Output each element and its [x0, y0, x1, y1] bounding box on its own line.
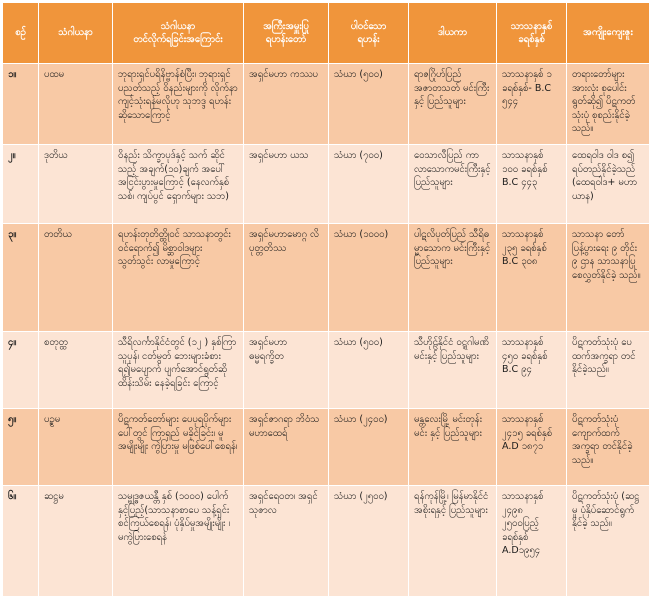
presiding-monk: အရှင်မဟာ ဓမ္မရက္ခိတ: [243, 331, 329, 409]
council-reason: ရဟန်းတုတိတ္ထိုဝင် သာသနာတွင်းဝင်ရောက်၍ မိ…: [112, 223, 244, 332]
table-row: ၆။ ဆဋ္ဌမ သမ္ဗုဒ္ဓဇယန္တီ နှစ် (၁၀၀၀) ပေါက…: [2, 485, 650, 597]
council-reason: သမ္ဗုဒ္ဓဇယန္တီ နှစ် (၁၀၀၀) ပေါက်နှင့်ပြည…: [112, 485, 244, 597]
table-row: ၁။ ပထမ ဘုရားရှင်ပရိနိဗ္ဗာန်စံပြီး၊ ဘုရား…: [2, 63, 650, 145]
monk-count: သံဃာ (၇၀၀): [328, 144, 409, 224]
row-number: ၆။: [2, 485, 39, 597]
table-row: ၃။ တတိယ ရဟန်းတုတိတ္ထိုဝင် သာသနာတွင်းဝင်ရ…: [2, 223, 650, 332]
council-reason: သီရိလင်္ကာနိုင်ငံတွင် (၁၂ ) နှစ်ကြာ သူပု…: [112, 331, 244, 409]
council-benefit: သာသနာ တော်ပြန့်ပွားရေး ၉ တိုင်း ၉ ဌာန သာ…: [566, 223, 650, 332]
donor: သီဟိုဠ်နိုင်ငံ ဝဋ္ဋဂါမဏိ မင်းနှင့် ပြည်သ…: [408, 331, 497, 409]
council-benefit: ပိဋကတ်သုံးပုံ ကျောက်ထက် အက္ခရာ တင်နိုင်ခ…: [566, 408, 650, 486]
council-year: သာသနာနှစ် ၄၅၀ ခရစ်နှစ် B.C ၉၄: [496, 331, 567, 409]
monk-count: သံဃာ (၅၀၀): [328, 63, 409, 145]
council-year: သာသနာနှစ် ၁၀၀ ခရစ်နှစ် B.C ၄၄၃: [496, 144, 567, 224]
presiding-monk: အရှင်မဟာ ကဿပ: [243, 63, 329, 145]
row-number: ၁။: [2, 63, 39, 145]
monk-count: သံဃာ (၁၀၀၀): [328, 223, 409, 332]
council-name: ပထမ: [38, 63, 113, 145]
council-name: တတိယ: [38, 223, 113, 332]
monk-count: သံဃာ (၂၄၀၀): [328, 408, 409, 486]
row-number: ၄။: [2, 331, 39, 409]
council-year: သာသနာနှစ် ၂၄၁၅ ခရစ်နှစ် A.D ၁၈၇၁: [496, 408, 567, 486]
council-benefit: ပိဋကတ်သုံးပုံ ပေထက်အက္ခရာ တင်နိုင်ခဲ့သည်…: [566, 331, 650, 409]
council-year: သာသနာနှစ် ၂၃၅ ခရစ်နှစ် B.C ၃၀၈: [496, 223, 567, 332]
council-benefit: တရားတော်များ အားလုံး စုပေါင်း ရွတ်ဆို၍ ပ…: [566, 63, 650, 145]
monk-count: သံဃာ (၅၀၀): [328, 331, 409, 409]
row-number: ၃။: [2, 223, 39, 332]
council-reason: ဘုရားရှင်ပရိနိဗ္ဗာန်စံပြီး၊ ဘုရားရှင်ပညတ…: [112, 63, 244, 145]
council-benefit: ပိဋကတ်သုံးပုံ (ဆဋ္ဌမူ ပုံနှိပ်ဆောင်ရွက်န…: [566, 485, 650, 597]
presiding-monk: အရှင်မဟာ ယသ: [243, 144, 329, 224]
monk-count: သံဃာ (၂၅၀၀): [328, 485, 409, 597]
presiding-monk: အရှင်ဇာဂရာ ဘိဝံသ မဟာထေရ်: [243, 408, 329, 486]
row-number: ၂။: [2, 144, 39, 224]
council-year: သာသနာနှစ် ၁ ခရစ်နှစ်- B.C ၅၄၄: [496, 63, 567, 145]
council-reason: ဝိနည်း သိက္ခာပုဒ်နှင့် သက် ဆိုင်သည့် အချ…: [112, 144, 244, 224]
row-number: ၅။: [2, 408, 39, 486]
header-participating-monks: ပါဝင်သော ရဟန်း: [328, 2, 409, 64]
donor: ရန်ကုန်မြို့၊ မြန်မာနိုင်ငံ အစိုးရနှင့် …: [408, 485, 497, 597]
donor: ဝေသာလီပြည် ကာလာသောကမင်းကြီးနှင့် ပြည်သူမ…: [408, 144, 497, 224]
council-name: ဒုတိယ: [38, 144, 113, 224]
council-year: သာသနာနှစ် ၂၄၉၈ ၂၅၀၀ပြည့် ခရစ်နှစ် A.D၁၉၅…: [496, 485, 567, 597]
header-reason: သံဂါယနာ တင်လိုက်ရခြင်းအကြောင်း: [112, 2, 244, 64]
table-row: ၅။ ပဉ္စမ ပိဋကတ်တော်များ ပေပုရပိုက်များပေ…: [2, 408, 650, 486]
council-name: ပဉ္စမ: [38, 408, 113, 486]
council-name: ဆဋ္ဌမ: [38, 485, 113, 597]
presiding-monk: အရှင်ရေဝတ၊ အရှင်သုဇာလ: [243, 485, 329, 597]
header-row: စဉ် သံဂါယနာ သံဂါယနာ တင်လိုက်ရခြင်းအကြောင…: [2, 2, 650, 64]
council-reason: ပိဋကတ်တော်များ ပေပုရပိုက်များပေါ်တွင် ကြ…: [112, 408, 244, 486]
donor: ရာဇဂြိုဟ်ပြည် အဇာတသတ် မင်းကြီးနှင့် ပြည်…: [408, 63, 497, 145]
header-benefit: အကျိုးကျေးဇူး: [566, 2, 650, 64]
header-donor: ဒါယကာ: [408, 2, 497, 64]
donor: မန္တလေးမြို့ မင်းတုန်းမင်း နှင့် ပြည်သူမ…: [408, 408, 497, 486]
table-row: ၂။ ဒုတိယ ဝိနည်း သိက္ခာပုဒ်နှင့် သက် ဆိုင…: [2, 144, 650, 224]
table-row: ၄။ စတုတ္ထ သီရိလင်္ကာနိုင်ငံတွင် (၁၂ ) နှ…: [2, 331, 650, 409]
council-benefit: ထေရဝါဒ ဝါဒ စ၍ ရပ်တည်နိုင်ခဲ့သည် (ထေရဝါဒ+…: [566, 144, 650, 224]
header-presiding-monk: အကြီးအမှူးပြု ရဟန်းတော်: [243, 2, 329, 64]
council-name: စတုတ္ထ: [38, 331, 113, 409]
header-number: စဉ်: [2, 2, 39, 64]
header-council: သံဂါယနာ: [38, 2, 113, 64]
presiding-monk: အရှင်မဟာမောဂ္ဂ လိပုတ္တတိဿ: [243, 223, 329, 332]
donor: ပါဋလိပုတ်ပြည် သီရိဓမ္မာသောက မင်းကြီးနှင့…: [408, 223, 497, 332]
header-year: သာသနာနှစ် ခရစ်နှစ်: [496, 2, 567, 64]
